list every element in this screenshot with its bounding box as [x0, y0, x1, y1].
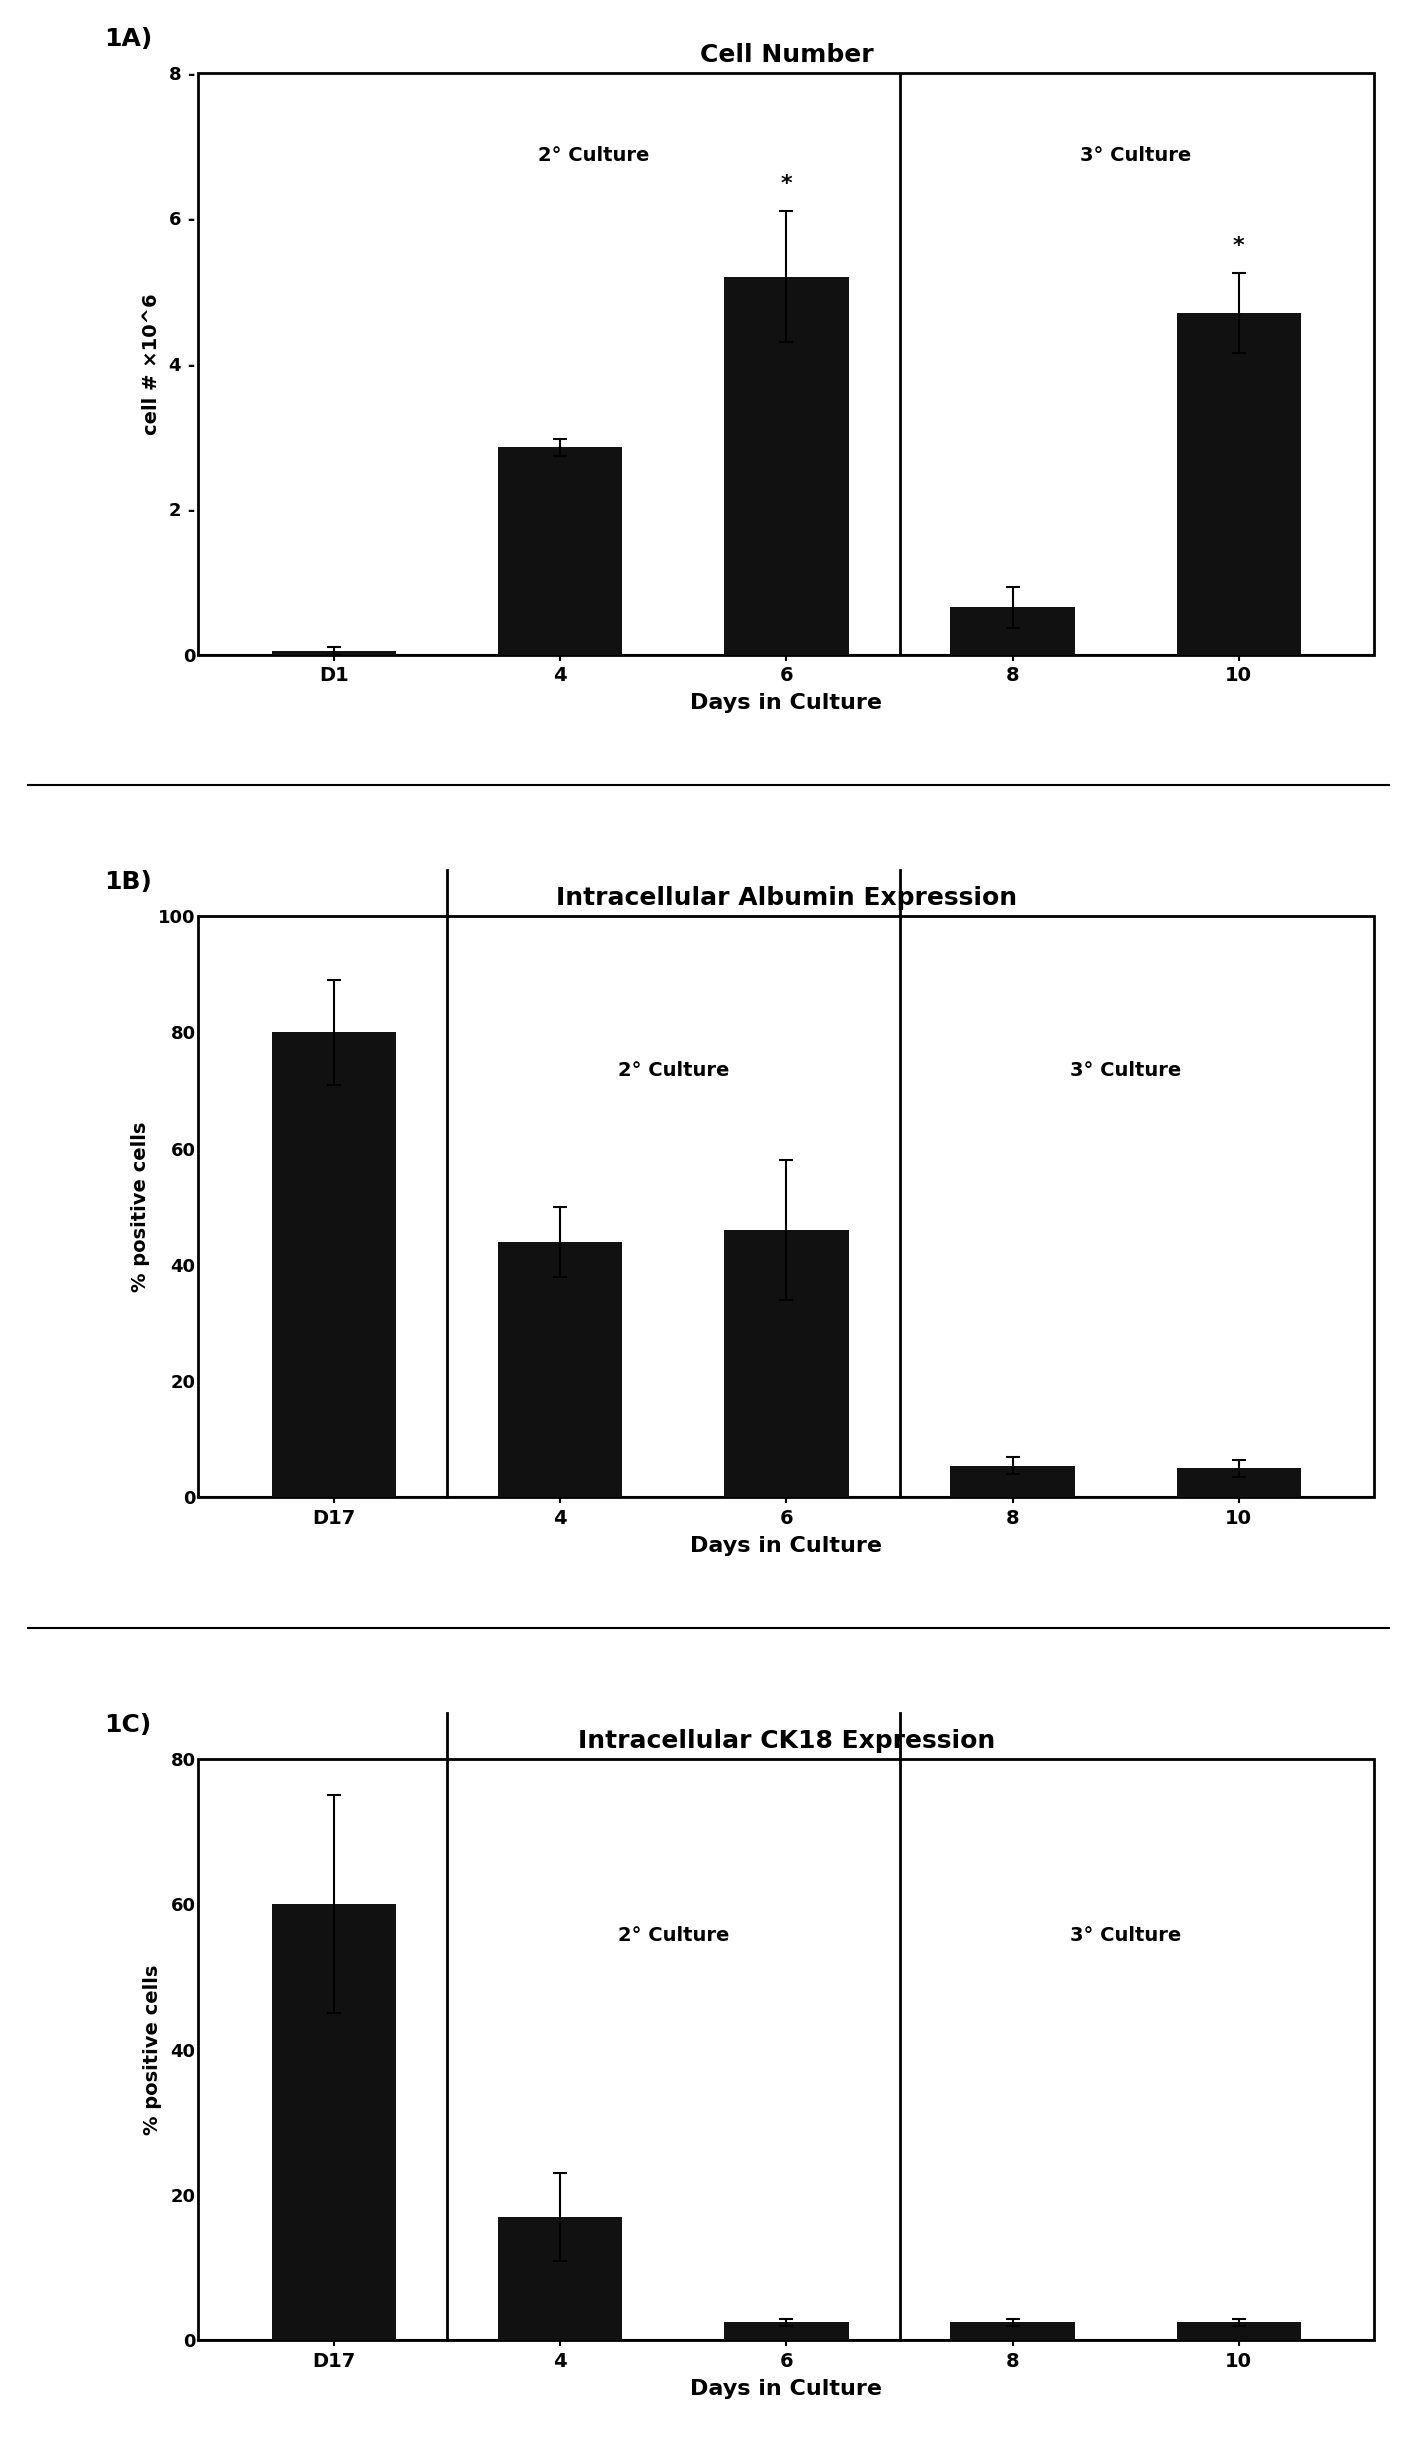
- Title: Cell Number: Cell Number: [700, 44, 873, 66]
- Text: 2° Culture: 2° Culture: [618, 1926, 728, 1946]
- Y-axis label: % positive cells: % positive cells: [130, 1121, 150, 1292]
- X-axis label: Days in Culture: Days in Culture: [690, 2379, 883, 2399]
- Y-axis label: cell # ×10^6: cell # ×10^6: [142, 293, 162, 434]
- X-axis label: Days in Culture: Days in Culture: [690, 1536, 883, 1555]
- Bar: [497, 449, 622, 653]
- Text: 3° Culture: 3° Culture: [1081, 146, 1192, 166]
- Bar: [724, 275, 849, 653]
- Bar: [198, 1760, 1374, 2340]
- Bar: [1176, 1468, 1301, 1497]
- Text: 1A): 1A): [105, 27, 153, 51]
- Bar: [497, 1241, 622, 1497]
- Title: Intracellular CK18 Expression: Intracellular CK18 Expression: [578, 1729, 995, 1753]
- Bar: [951, 2323, 1076, 2340]
- Text: 2° Culture: 2° Culture: [618, 1061, 728, 1080]
- Text: *: *: [781, 173, 792, 193]
- Text: *: *: [1233, 236, 1244, 256]
- Bar: [272, 1031, 397, 1497]
- Bar: [724, 1231, 849, 1497]
- Text: 3° Culture: 3° Culture: [1070, 1061, 1182, 1080]
- Title: Intracellular Albumin Expression: Intracellular Albumin Expression: [555, 885, 1017, 909]
- Text: 2° Culture: 2° Culture: [537, 146, 649, 166]
- Bar: [1176, 312, 1301, 653]
- Bar: [198, 917, 1374, 1497]
- Bar: [951, 1465, 1076, 1497]
- Bar: [272, 1904, 397, 2340]
- Bar: [272, 651, 397, 653]
- Bar: [497, 2216, 622, 2340]
- Bar: [951, 607, 1076, 653]
- Text: 1B): 1B): [105, 870, 152, 895]
- Text: 3° Culture: 3° Culture: [1070, 1926, 1182, 1946]
- Bar: [198, 73, 1374, 653]
- X-axis label: Days in Culture: Days in Culture: [690, 692, 883, 712]
- Text: 1C): 1C): [105, 1711, 152, 1736]
- Bar: [1176, 2323, 1301, 2340]
- Bar: [724, 2323, 849, 2340]
- Y-axis label: % positive cells: % positive cells: [143, 1965, 162, 2136]
